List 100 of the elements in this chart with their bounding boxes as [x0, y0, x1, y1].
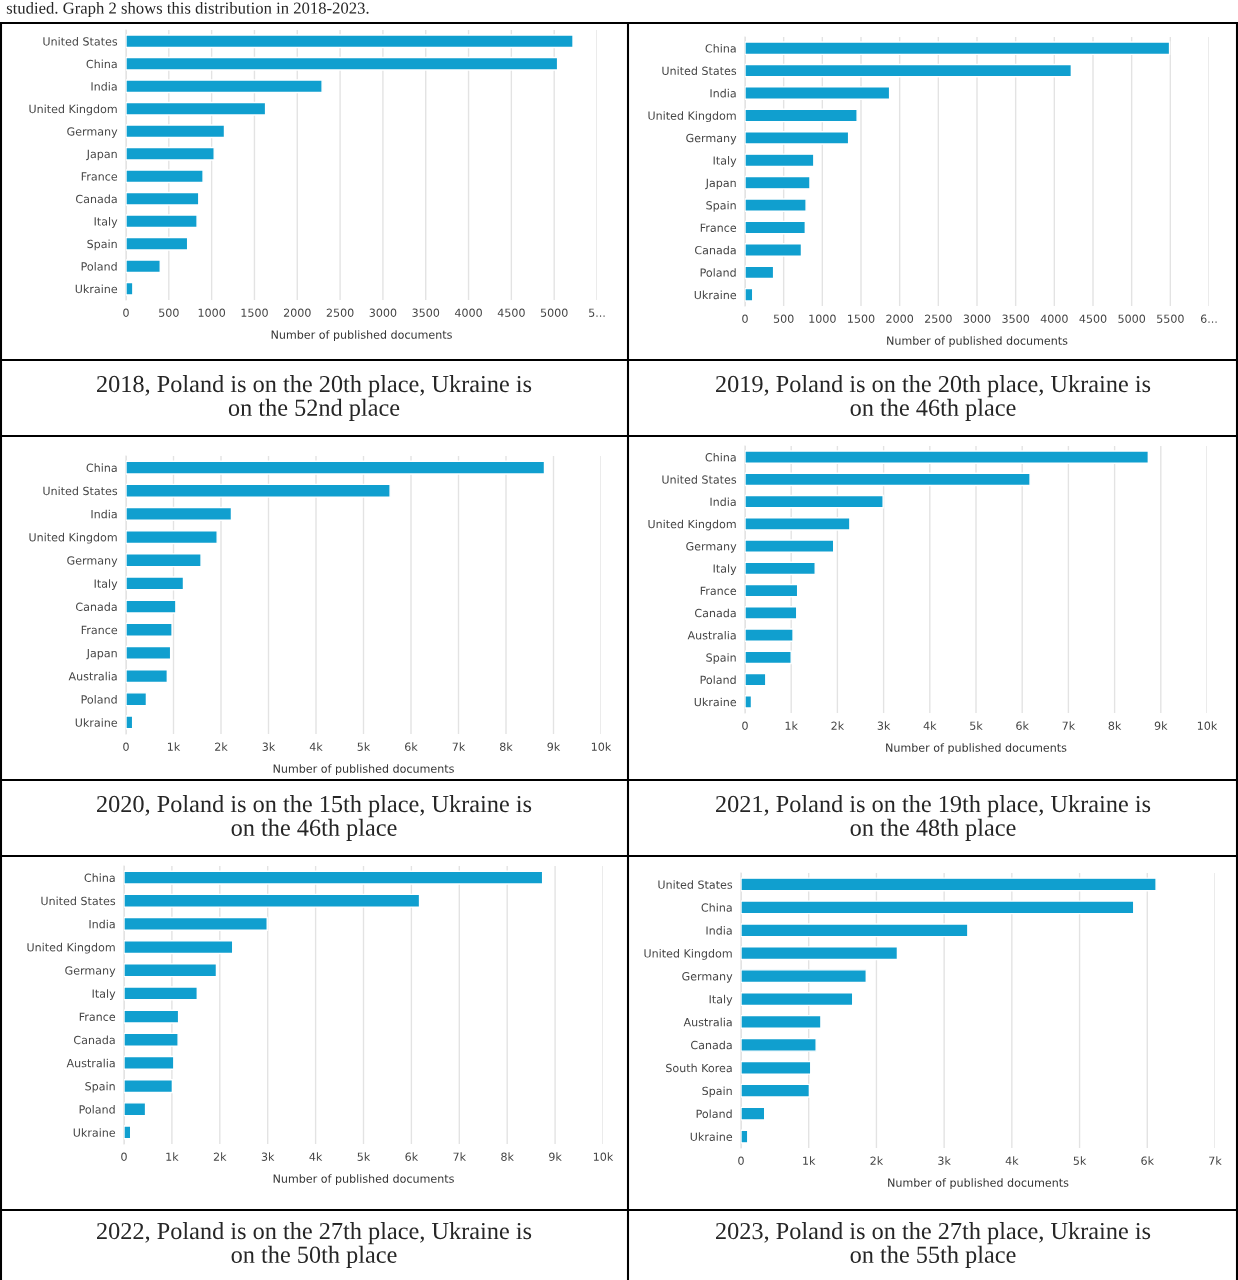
- x-tick-label: 9k: [1154, 721, 1168, 730]
- y-tick-label: Canada: [76, 194, 117, 204]
- x-tick-label: 1500: [241, 308, 268, 317]
- x-tick-label: 2500: [925, 314, 952, 323]
- y-tick-label: Ukraine: [690, 1132, 733, 1141]
- y-tick-label: France: [79, 1012, 116, 1021]
- text: 2020, Poland is on the 15th place, Ukraine is on the 46th place: [97, 795, 532, 841]
- bar: [126, 79, 323, 94]
- y-tick-label: Italy: [713, 564, 737, 575]
- bar: [745, 561, 816, 576]
- y-tick-label: France: [700, 223, 737, 232]
- bar: [126, 460, 546, 475]
- bar: [124, 870, 544, 885]
- x-tick-label: 4000: [1040, 314, 1068, 323]
- x-tick-label: 1000: [198, 308, 226, 317]
- x-tick-label: 10k: [591, 742, 612, 751]
- x-tick-label: 4k: [1005, 1156, 1019, 1165]
- y-tick-label: Poland: [81, 695, 117, 704]
- bar: [126, 169, 204, 184]
- y-tick-label: India: [706, 926, 732, 935]
- y-tick-label: China: [86, 59, 117, 69]
- y-tick-label: India: [710, 497, 736, 506]
- y-tick-label: United States: [658, 880, 733, 889]
- x-tick-label: 2500: [326, 308, 354, 317]
- x-tick-label: 5500: [1157, 314, 1184, 323]
- y-tick-label: United Kingdom: [29, 532, 117, 544]
- y-tick-label: United Kingdom: [648, 519, 736, 531]
- x-tick-label: 1000: [809, 314, 836, 323]
- x-tick-label: 2k: [831, 721, 845, 730]
- bar: [745, 539, 835, 553]
- y-tick-label: Australia: [683, 1017, 732, 1027]
- bar: [124, 916, 268, 931]
- y-tick-label: Poland: [700, 675, 736, 684]
- x-tick-label: 0: [123, 742, 129, 751]
- bar: [124, 1055, 175, 1070]
- bar: [126, 645, 172, 660]
- x-tick-label: 1500: [848, 314, 875, 323]
- bar: [741, 969, 867, 984]
- x-tick-label: 4500: [497, 308, 525, 317]
- chart-title: studied. Graph 2 shows this distribution in 2018-2023.: [6, 2, 369, 18]
- x-tick-label: 2000: [886, 314, 914, 323]
- x-tick-label: 2k: [215, 742, 228, 751]
- bar: [741, 1129, 749, 1144]
- bar: [126, 669, 169, 684]
- y-tick-label: India: [89, 919, 115, 929]
- x-tick-label: 7k: [453, 1152, 467, 1161]
- y-tick-label: Spain: [85, 1081, 115, 1093]
- text: 2018, Poland is on the 20th place, Ukraine is on the 52nd place: [97, 375, 532, 421]
- bar: [126, 101, 267, 116]
- y-tick-label: Spain: [702, 1086, 732, 1098]
- y-tick-label: India: [710, 88, 736, 98]
- y-tick-label: China: [705, 43, 736, 53]
- x-tick-label: 4500: [1079, 314, 1107, 323]
- y-tick-label: Canada: [695, 608, 736, 618]
- y-tick-label: United Kingdom: [27, 942, 115, 954]
- x-tick-label: 6...: [1200, 314, 1217, 323]
- bar: [741, 923, 969, 938]
- x-tick-label: 5000: [1118, 314, 1146, 323]
- y-tick-label: India: [91, 82, 117, 91]
- x-tick-label: 5k: [970, 721, 983, 730]
- y-tick-label: Poland: [700, 268, 736, 277]
- x-tick-label: 500: [159, 308, 179, 317]
- x-axis-title: Number of published documents: [271, 330, 452, 341]
- text: 2021, Poland is on the 19th place, Ukraine is on the 48th place: [716, 795, 1151, 841]
- bar: [124, 1102, 147, 1117]
- x-tick-label: 4000: [454, 308, 482, 317]
- bar: [124, 963, 218, 978]
- y-tick-label: Ukraine: [73, 1128, 116, 1137]
- x-tick-label: 8k: [1108, 721, 1122, 730]
- bar: [124, 1009, 180, 1024]
- bar: [124, 940, 234, 955]
- bar: [124, 1079, 174, 1094]
- y-tick-label: Ukraine: [75, 284, 118, 294]
- x-tick-label: 1k: [167, 742, 181, 751]
- bar: [124, 893, 421, 908]
- bar: [745, 517, 851, 531]
- x-tick-label: 2k: [213, 1152, 227, 1161]
- bar: [741, 1060, 812, 1075]
- x-tick-label: 7k: [452, 742, 466, 751]
- x-tick-label: 1k: [803, 1156, 816, 1165]
- y-tick-label: United States: [43, 37, 118, 46]
- bar: [745, 131, 850, 145]
- bar: [741, 992, 854, 1007]
- x-tick-label: 3500: [1002, 314, 1030, 323]
- y-tick-label: United Kingdom: [648, 111, 736, 122]
- x-tick-label: 0: [742, 314, 748, 323]
- x-tick-label: 3k: [262, 742, 276, 751]
- bar: [745, 153, 815, 168]
- y-tick-label: Germany: [686, 133, 737, 145]
- x-tick-label: 3000: [369, 308, 397, 317]
- bar: [126, 259, 161, 274]
- bar: [745, 243, 803, 257]
- y-tick-label: France: [81, 625, 118, 635]
- y-tick-label: Spain: [87, 239, 117, 251]
- x-axis-title: Number of published documents: [887, 336, 1068, 347]
- bar: [741, 1037, 817, 1052]
- bar: [741, 946, 899, 961]
- text: 2019, Poland is on the 20th place, Ukraine is on the 46th place: [716, 375, 1151, 421]
- bar: [126, 599, 177, 614]
- y-tick-label: Germany: [65, 966, 116, 977]
